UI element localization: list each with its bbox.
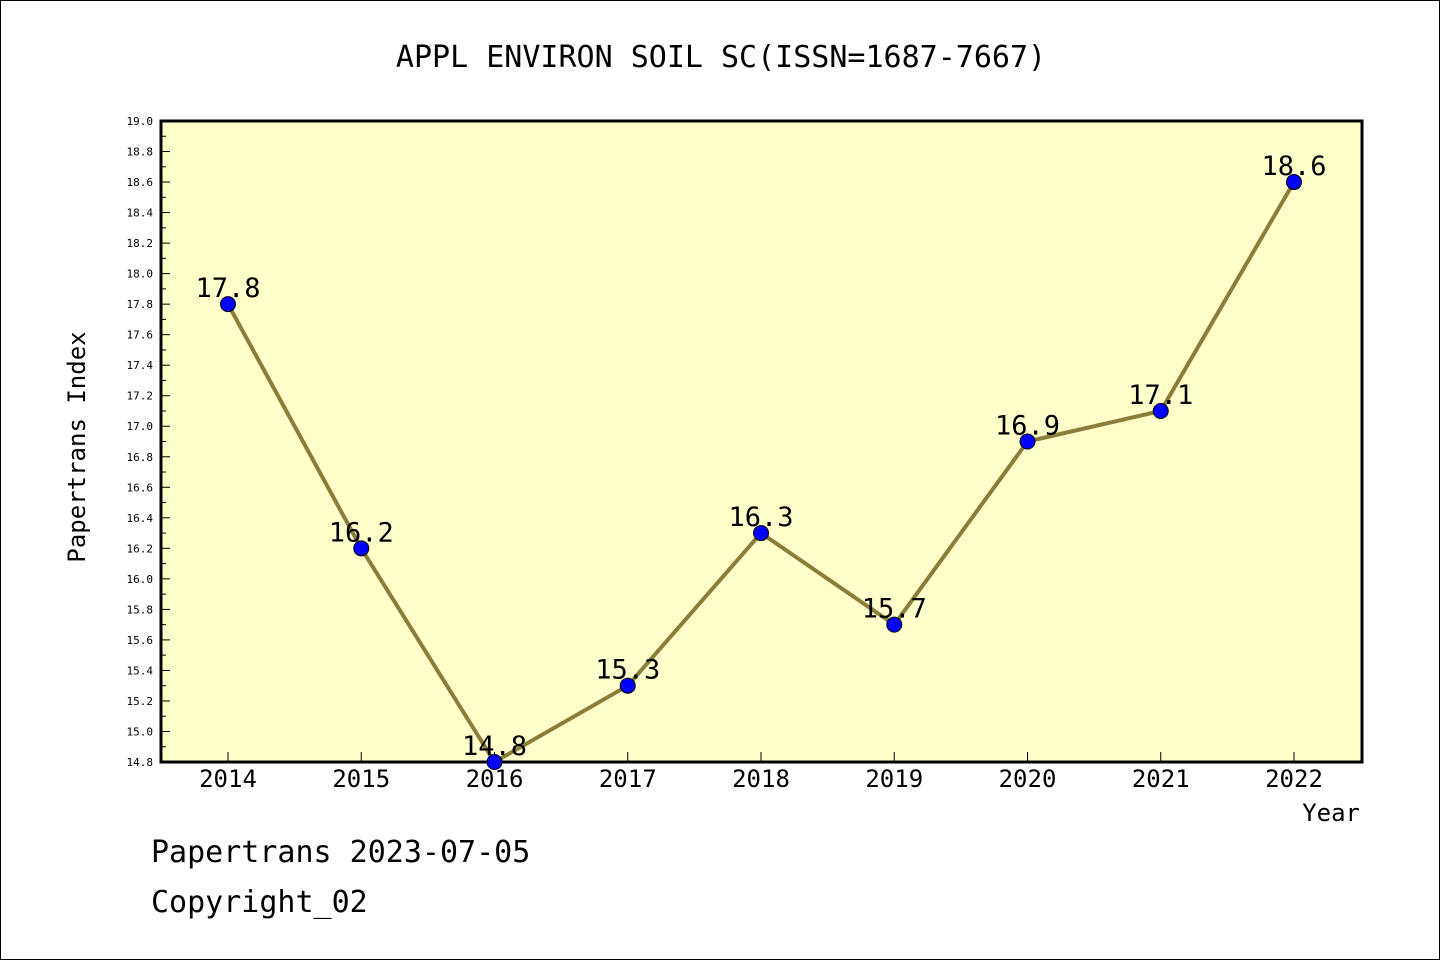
data-label: 16.2 (329, 517, 394, 548)
plot-area (159, 119, 1364, 764)
data-point (619, 677, 636, 694)
x-tick-label: 2015 (332, 765, 390, 793)
chart-title: APPL ENVIRON SOIL SC(ISSN=1687-7667) (396, 40, 1046, 75)
y-tick-label: 19.0 (127, 115, 154, 128)
data-label: 18.6 (1261, 151, 1326, 182)
data-label: 16.9 (995, 411, 1060, 442)
data-label: 14.8 (462, 731, 527, 762)
data-point (1019, 433, 1036, 450)
x-tick-label: 2019 (865, 765, 923, 793)
y-tick-label: 17.2 (127, 390, 154, 403)
data-point (486, 754, 503, 770)
x-tick-label: 2021 (1132, 765, 1190, 793)
data-label: 17.8 (195, 273, 260, 304)
x-tick-label: 2020 (999, 765, 1057, 793)
x-tick-label: 2018 (732, 765, 790, 793)
series-layer: 17.8 16.2 14.8 15.3 16.3 15.7 16.9 17.1 18.6 (195, 151, 1327, 770)
x-axis: 2014 2015 2016 2017 2018 2019 2020 2021 2022 (199, 752, 1323, 793)
x-tick-label: 2022 (1265, 765, 1323, 793)
data-label: 15.3 (595, 655, 660, 686)
y-tick-label: 17.4 (127, 359, 154, 372)
y-tick-label: 15.4 (127, 664, 154, 677)
y-tick-label: 16.4 (127, 512, 154, 525)
y-tick-label: 17.0 (127, 420, 154, 433)
y-tick-label: 15.6 (127, 634, 154, 647)
data-point (220, 296, 236, 313)
y-tick-label: 15.0 (127, 725, 154, 738)
y-axis-label: Papertrans Index (63, 331, 91, 562)
y-tick-label: 17.8 (127, 298, 154, 311)
y-tick-label: 17.6 (127, 329, 154, 342)
data-point (886, 616, 903, 633)
footer-copyright: Copyright_02 (151, 885, 368, 920)
data-point (353, 540, 370, 557)
x-tick-label: 2014 (199, 765, 257, 793)
data-label: 17.1 (1128, 380, 1193, 411)
data-label: 15.7 (862, 594, 927, 625)
y-tick-label: 18.2 (127, 237, 154, 250)
data-point (1286, 174, 1302, 191)
y-tick-label: 18.8 (127, 146, 154, 159)
y-tick-label: 14.8 (127, 756, 154, 769)
y-tick-label: 16.6 (127, 481, 154, 494)
y-tick-label: 18.4 (127, 207, 154, 220)
y-axis: 14.8 15.0 15.2 15.4 15.6 15.8 16.0 16.2 16.4 16.6… (127, 115, 170, 769)
footer-date-line: Papertrans 2023-07-05 (151, 835, 531, 870)
y-tick-label: 18.6 (127, 176, 154, 189)
y-tick-label: 16.2 (127, 542, 154, 555)
y-tick-label: 16.8 (127, 451, 154, 464)
y-tick-label: 16.0 (127, 573, 154, 586)
data-point (1152, 402, 1169, 419)
data-point (753, 525, 769, 542)
y-tick-label: 15.2 (127, 695, 154, 708)
y-tick-label: 15.8 (127, 603, 154, 616)
y-tick-label: 18.0 (127, 268, 154, 281)
x-tick-label: 2017 (599, 765, 657, 793)
x-axis-label: Year (1302, 799, 1360, 827)
data-label: 16.3 (728, 502, 793, 533)
